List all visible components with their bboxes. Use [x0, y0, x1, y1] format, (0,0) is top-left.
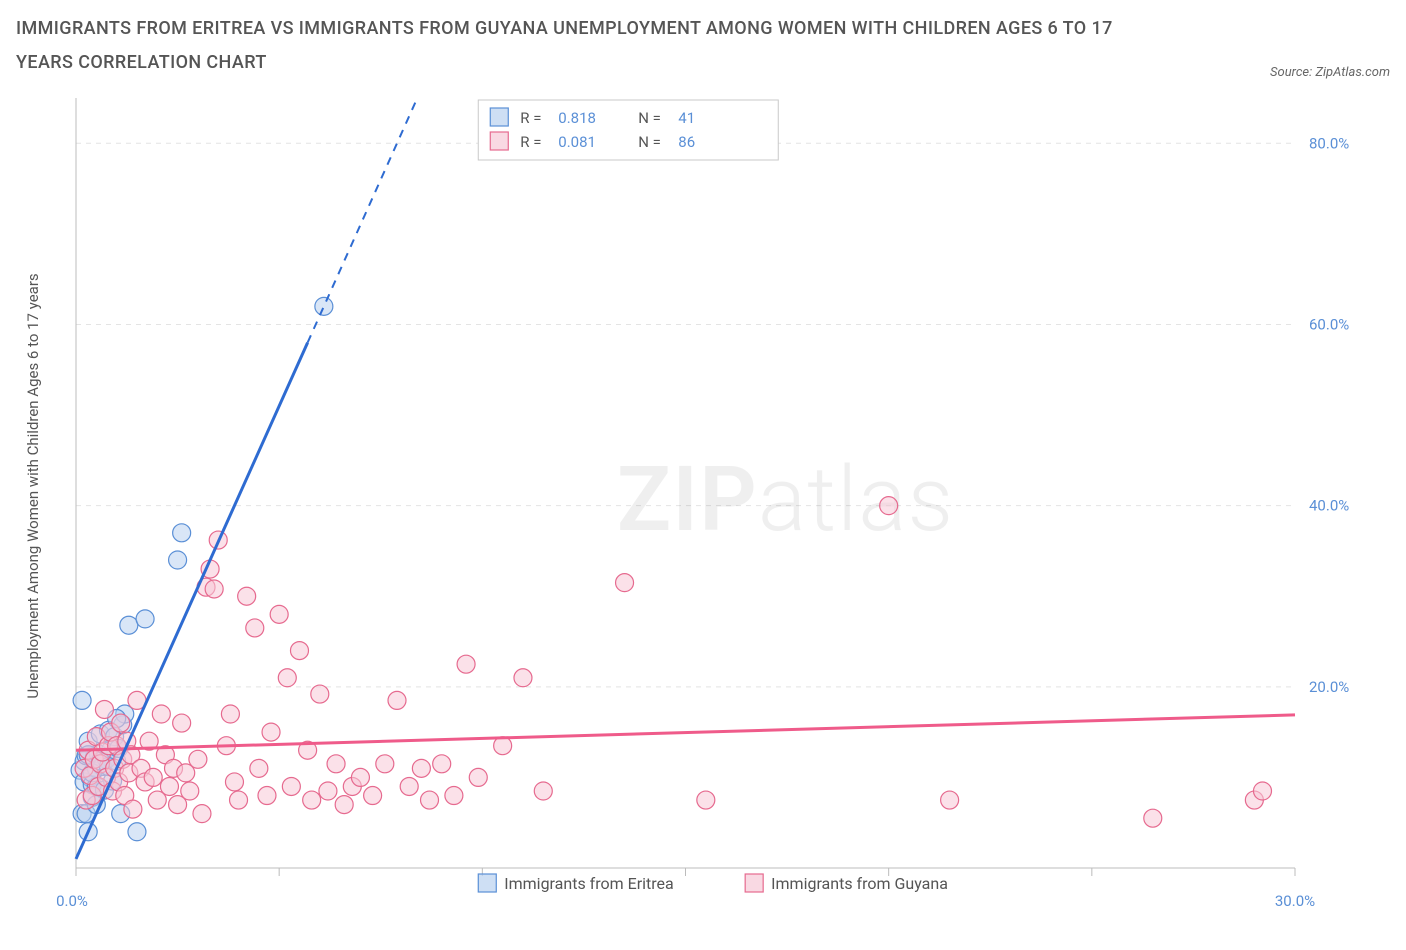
legend-n-value: 86 — [678, 133, 695, 151]
y-axis-title: Unemployment Among Women with Children A… — [24, 274, 42, 699]
guyana-point — [124, 800, 142, 818]
guyana-point — [364, 787, 382, 805]
guyana-point — [433, 755, 451, 773]
guyana-point — [880, 497, 898, 515]
legend-swatch — [478, 874, 496, 892]
eritrea-point — [173, 524, 191, 542]
guyana-point — [616, 574, 634, 592]
source-credit: Source: ZipAtlas.com — [1270, 65, 1390, 80]
legend-r-label: R = — [520, 133, 541, 151]
legend-n-label: N = — [638, 109, 661, 127]
watermark: ZIPatlas — [617, 447, 954, 552]
eritrea-point — [120, 617, 138, 635]
guyana-point — [160, 778, 178, 796]
guyana-point — [238, 588, 256, 606]
y-tick-label: 40.0% — [1309, 497, 1349, 515]
chart-title: IMMIGRANTS FROM ERITREA VS IMMIGRANTS FR… — [16, 12, 1156, 80]
guyana-point — [534, 782, 552, 800]
eritrea-point — [73, 692, 91, 710]
legend-swatch — [490, 108, 508, 126]
guyana-point — [193, 805, 211, 823]
guyana-point — [457, 656, 475, 674]
legend-r-value: 0.818 — [558, 109, 596, 127]
guyana-point — [230, 791, 248, 809]
legend-r-value: 0.081 — [558, 133, 596, 151]
y-tick-label: 20.0% — [1309, 678, 1349, 696]
guyana-point — [514, 669, 532, 687]
guyana-point — [445, 787, 463, 805]
guyana-point — [144, 769, 162, 787]
guyana-point — [205, 580, 223, 598]
guyana-point — [319, 782, 337, 800]
chart-svg: ZIPatlas 0.0% 30.0% 20.0% 40.0% 60.0% 80.0% Une… — [16, 88, 1390, 938]
guyana-point — [246, 619, 264, 637]
y-tick-label: 60.0% — [1309, 316, 1349, 334]
guyana-point — [388, 692, 406, 710]
guyana-point — [270, 606, 288, 624]
guyana-point — [412, 760, 430, 778]
guyana-point — [173, 714, 191, 732]
y-tick-label: 80.0% — [1309, 135, 1349, 153]
eritrea-point — [128, 823, 146, 841]
x-tick-label: 0.0% — [56, 892, 88, 910]
guyana-point — [1144, 810, 1162, 828]
guyana-point — [221, 705, 239, 723]
guyana-point — [400, 778, 418, 796]
legend-n-value: 41 — [678, 109, 695, 127]
legend-swatch — [490, 132, 508, 150]
guyana-point — [335, 796, 353, 814]
guyana-point — [112, 714, 130, 732]
guyana-point — [311, 685, 329, 703]
guyana-point — [152, 705, 170, 723]
guyana-point — [376, 755, 394, 773]
guyana-point — [421, 791, 439, 809]
guyana-point — [282, 778, 300, 796]
guyana-point — [941, 791, 959, 809]
legend-series-label: Immigrants from Eritrea — [504, 874, 673, 893]
guyana-point — [278, 669, 296, 687]
guyana-point — [189, 751, 207, 769]
guyana-point — [1253, 782, 1271, 800]
guyana-point — [250, 760, 268, 778]
guyana-point — [469, 769, 487, 787]
guyana-point — [290, 642, 308, 660]
guyana-point — [181, 782, 199, 800]
guyana-point — [351, 769, 369, 787]
guyana-point — [303, 791, 321, 809]
x-tick-label: 30.0% — [1275, 892, 1315, 910]
guyana-point — [258, 787, 276, 805]
eritrea-point — [315, 298, 333, 316]
guyana-point — [327, 755, 345, 773]
legend-r-label: R = — [520, 109, 541, 127]
correlation-legend: R = 0.818 N = 41 R = 0.081 N = 86 — [478, 100, 778, 160]
correlation-chart: ZIPatlas 0.0% 30.0% 20.0% 40.0% 60.0% 80.0% Une… — [16, 88, 1390, 938]
eritrea-point — [136, 610, 154, 628]
guyana-point — [262, 723, 280, 741]
legend-series-label: Immigrants from Guyana — [771, 874, 948, 893]
guyana-point — [697, 791, 715, 809]
guyana-point — [225, 773, 243, 791]
eritrea-point — [169, 551, 187, 569]
legend-n-label: N = — [638, 133, 661, 151]
guyana-point — [95, 701, 113, 719]
legend-swatch — [745, 874, 763, 892]
